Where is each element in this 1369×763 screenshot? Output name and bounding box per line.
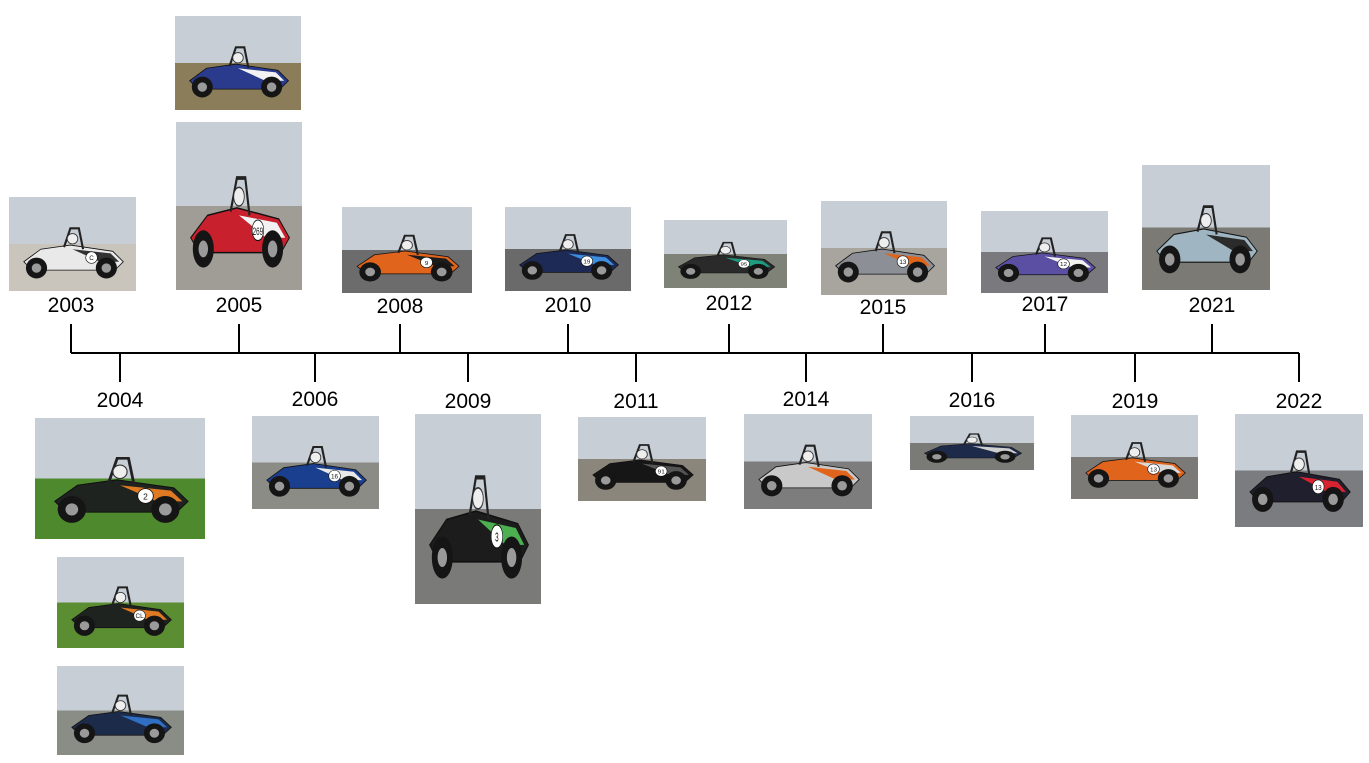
car-number: 16: [331, 474, 339, 481]
car-photo-2019: 13: [1071, 415, 1198, 499]
car-photo-2004-a: 2: [35, 418, 205, 539]
year-label-2014: 2014: [782, 388, 830, 411]
car-photo-2021: [1142, 165, 1270, 290]
car-illustration: CL: [57, 557, 184, 648]
car-illustration: 12: [981, 211, 1108, 293]
car-illustration: 269: [176, 122, 302, 290]
car-illustration: [57, 666, 184, 755]
car-photo-2016: [910, 416, 1034, 470]
car-illustration: 13: [1071, 415, 1198, 499]
car-illustration: 19: [505, 207, 631, 291]
car-photo-2022: 13: [1235, 414, 1363, 527]
year-label-2008: 2008: [376, 295, 424, 318]
car-number: 13: [1150, 468, 1158, 474]
car-photo-2012: 95: [664, 220, 787, 288]
car-number: 95: [741, 262, 748, 267]
car-photo-2004-c: [57, 666, 184, 755]
car-photo-2008: 9: [342, 207, 472, 293]
car-illustration: 9: [342, 207, 472, 293]
car-illustration: 2: [35, 418, 205, 539]
year-label-2004: 2004: [96, 389, 144, 412]
year-label-2015: 2015: [859, 296, 907, 319]
car-photo-2017: 12: [981, 211, 1108, 293]
year-label-2021: 2021: [1188, 294, 1236, 317]
car-photo-2015: 13: [821, 201, 947, 295]
car-photo-2004-b: CL: [57, 557, 184, 648]
car-photo-2011: 91: [578, 417, 706, 501]
car-photo-2009: 3: [415, 414, 541, 604]
car-number: 91: [658, 470, 666, 476]
year-label-2003: 2003: [47, 294, 95, 317]
car-number: 9: [425, 260, 429, 267]
car-illustration: [1142, 165, 1270, 290]
year-label-2006: 2006: [291, 388, 339, 411]
year-label-2017: 2017: [1021, 293, 1069, 316]
car-photo-2014: [744, 414, 872, 509]
car-number: 19: [583, 260, 591, 266]
year-label-2010: 2010: [544, 294, 592, 317]
car-illustration: 91: [578, 417, 706, 501]
car-illustration: C: [9, 197, 136, 291]
year-label-2019: 2019: [1111, 390, 1159, 413]
car-photo-2005-bottom: 269: [176, 122, 302, 290]
car-illustration: [175, 16, 301, 110]
car-number: 13: [899, 259, 907, 266]
car-illustration: [910, 416, 1034, 470]
car-illustration: 95: [664, 220, 787, 288]
year-label-2009: 2009: [444, 390, 492, 413]
car-illustration: 3: [415, 414, 541, 604]
year-label-2012: 2012: [705, 292, 753, 315]
year-label-2016: 2016: [948, 389, 996, 412]
car-photo-2003: C: [9, 197, 136, 291]
car-illustration: 16: [252, 416, 379, 509]
car-number: 3: [495, 532, 499, 546]
car-number: 12: [1060, 262, 1067, 268]
car-illustration: 13: [1235, 414, 1363, 527]
car-number: C: [89, 255, 94, 262]
car-illustration: [744, 414, 872, 509]
car-photo-2010: 19: [505, 207, 631, 291]
car-number: 2: [143, 493, 148, 502]
year-label-2022: 2022: [1275, 390, 1323, 413]
year-label-2005: 2005: [215, 294, 263, 317]
year-label-2011: 2011: [613, 390, 659, 413]
car-illustration: 13: [821, 201, 947, 295]
car-photo-2005-top: [175, 16, 301, 110]
car-number: 13: [1315, 485, 1322, 493]
car-number: CL: [135, 613, 144, 620]
car-number: 269: [253, 225, 264, 237]
car-photo-2006: 16: [252, 416, 379, 509]
